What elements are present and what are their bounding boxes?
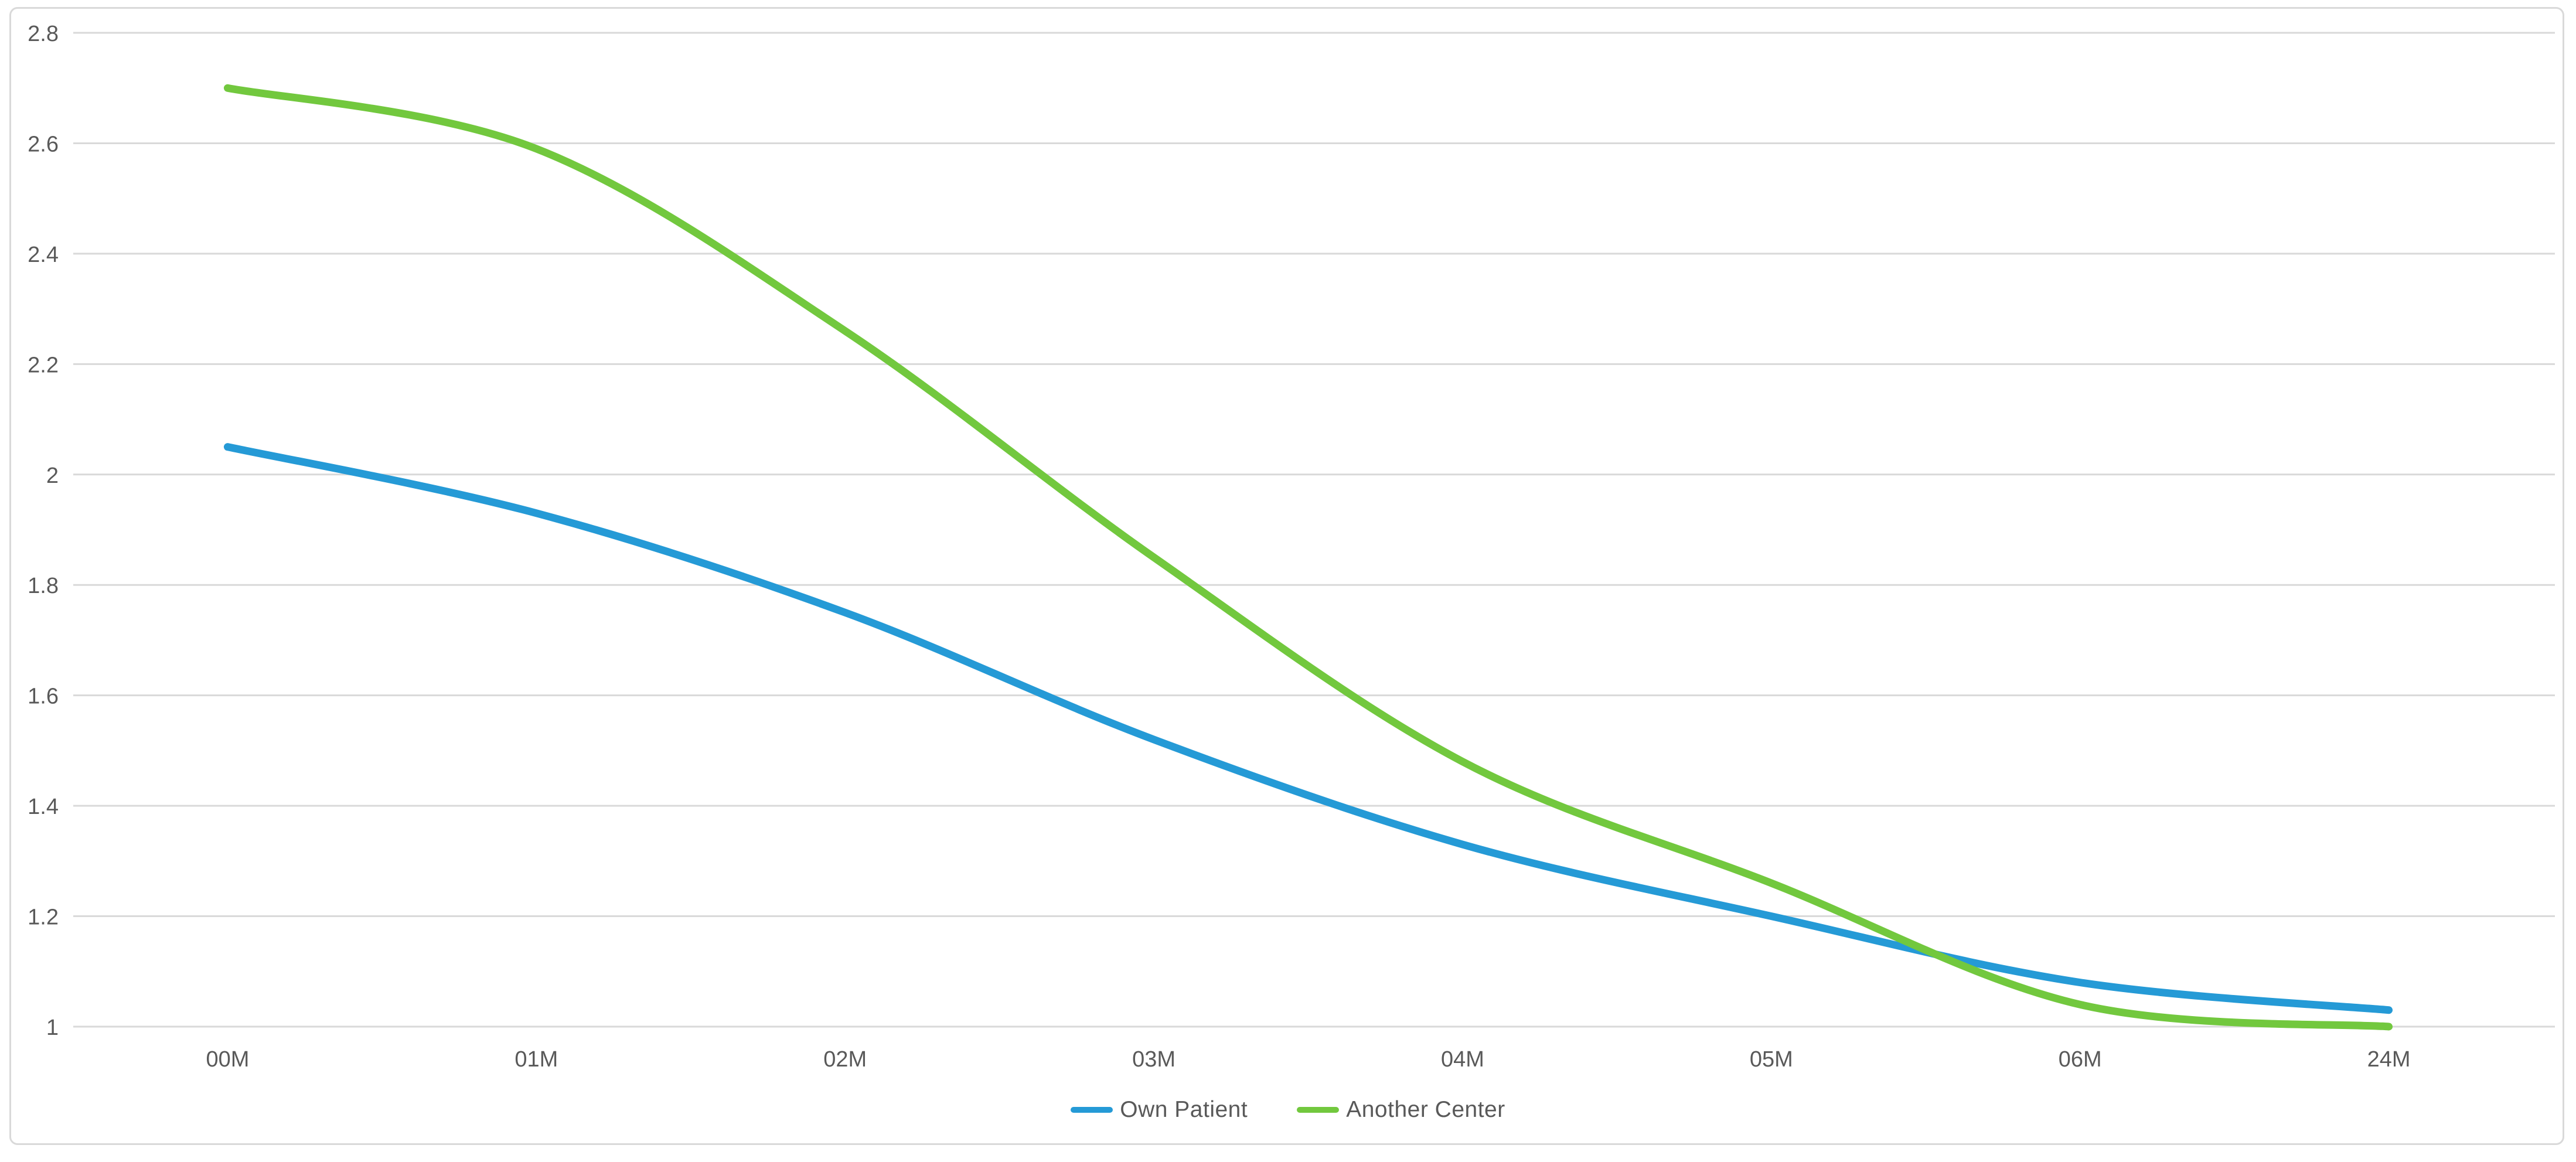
y-axis-tick-label: 2.4 bbox=[28, 243, 59, 267]
legend-swatch-own-patient-icon bbox=[1071, 1107, 1113, 1113]
y-axis-tick-label: 1.4 bbox=[28, 795, 59, 819]
chart-frame bbox=[9, 7, 2564, 1145]
y-axis-tick-label: 2.6 bbox=[28, 132, 59, 156]
y-axis-tick-label: 1 bbox=[46, 1016, 59, 1040]
y-axis-tick-label: 2.8 bbox=[28, 22, 59, 46]
x-axis-tick-label: 04M bbox=[1441, 1047, 1484, 1072]
legend-label-another-center: Another Center bbox=[1346, 1097, 1505, 1122]
x-axis-tick-label: 00M bbox=[206, 1047, 249, 1072]
series-line-own-patient bbox=[223, 443, 2393, 1014]
legend-swatch-another-center-icon bbox=[1297, 1107, 1340, 1113]
x-axis-tick-label: 05M bbox=[1750, 1047, 1793, 1072]
x-axis-tick-label: 01M bbox=[514, 1047, 558, 1072]
y-axis-tick-label: 1.2 bbox=[28, 905, 59, 930]
x-axis-tick-label: 02M bbox=[823, 1047, 867, 1072]
legend-item-own-patient[interactable]: Own Patient bbox=[1071, 1097, 1248, 1123]
x-axis-tick-label: 03M bbox=[1132, 1047, 1175, 1072]
legend-item-another-center[interactable]: Another Center bbox=[1297, 1097, 1505, 1123]
y-axis-tick-label: 2.2 bbox=[28, 353, 59, 377]
series-line-another-center bbox=[223, 84, 2393, 1031]
y-axis-tick-label: 2 bbox=[46, 464, 59, 488]
x-axis-tick-label: 06M bbox=[2059, 1047, 2102, 1072]
x-axis-tick-label: 24M bbox=[2367, 1047, 2411, 1072]
y-axis-tick-label: 1.8 bbox=[28, 574, 59, 598]
y-axis-tick-label: 1.6 bbox=[28, 684, 59, 709]
legend-label-own-patient: Own Patient bbox=[1120, 1097, 1248, 1122]
legend: Own Patient Another Center bbox=[0, 1097, 2576, 1123]
